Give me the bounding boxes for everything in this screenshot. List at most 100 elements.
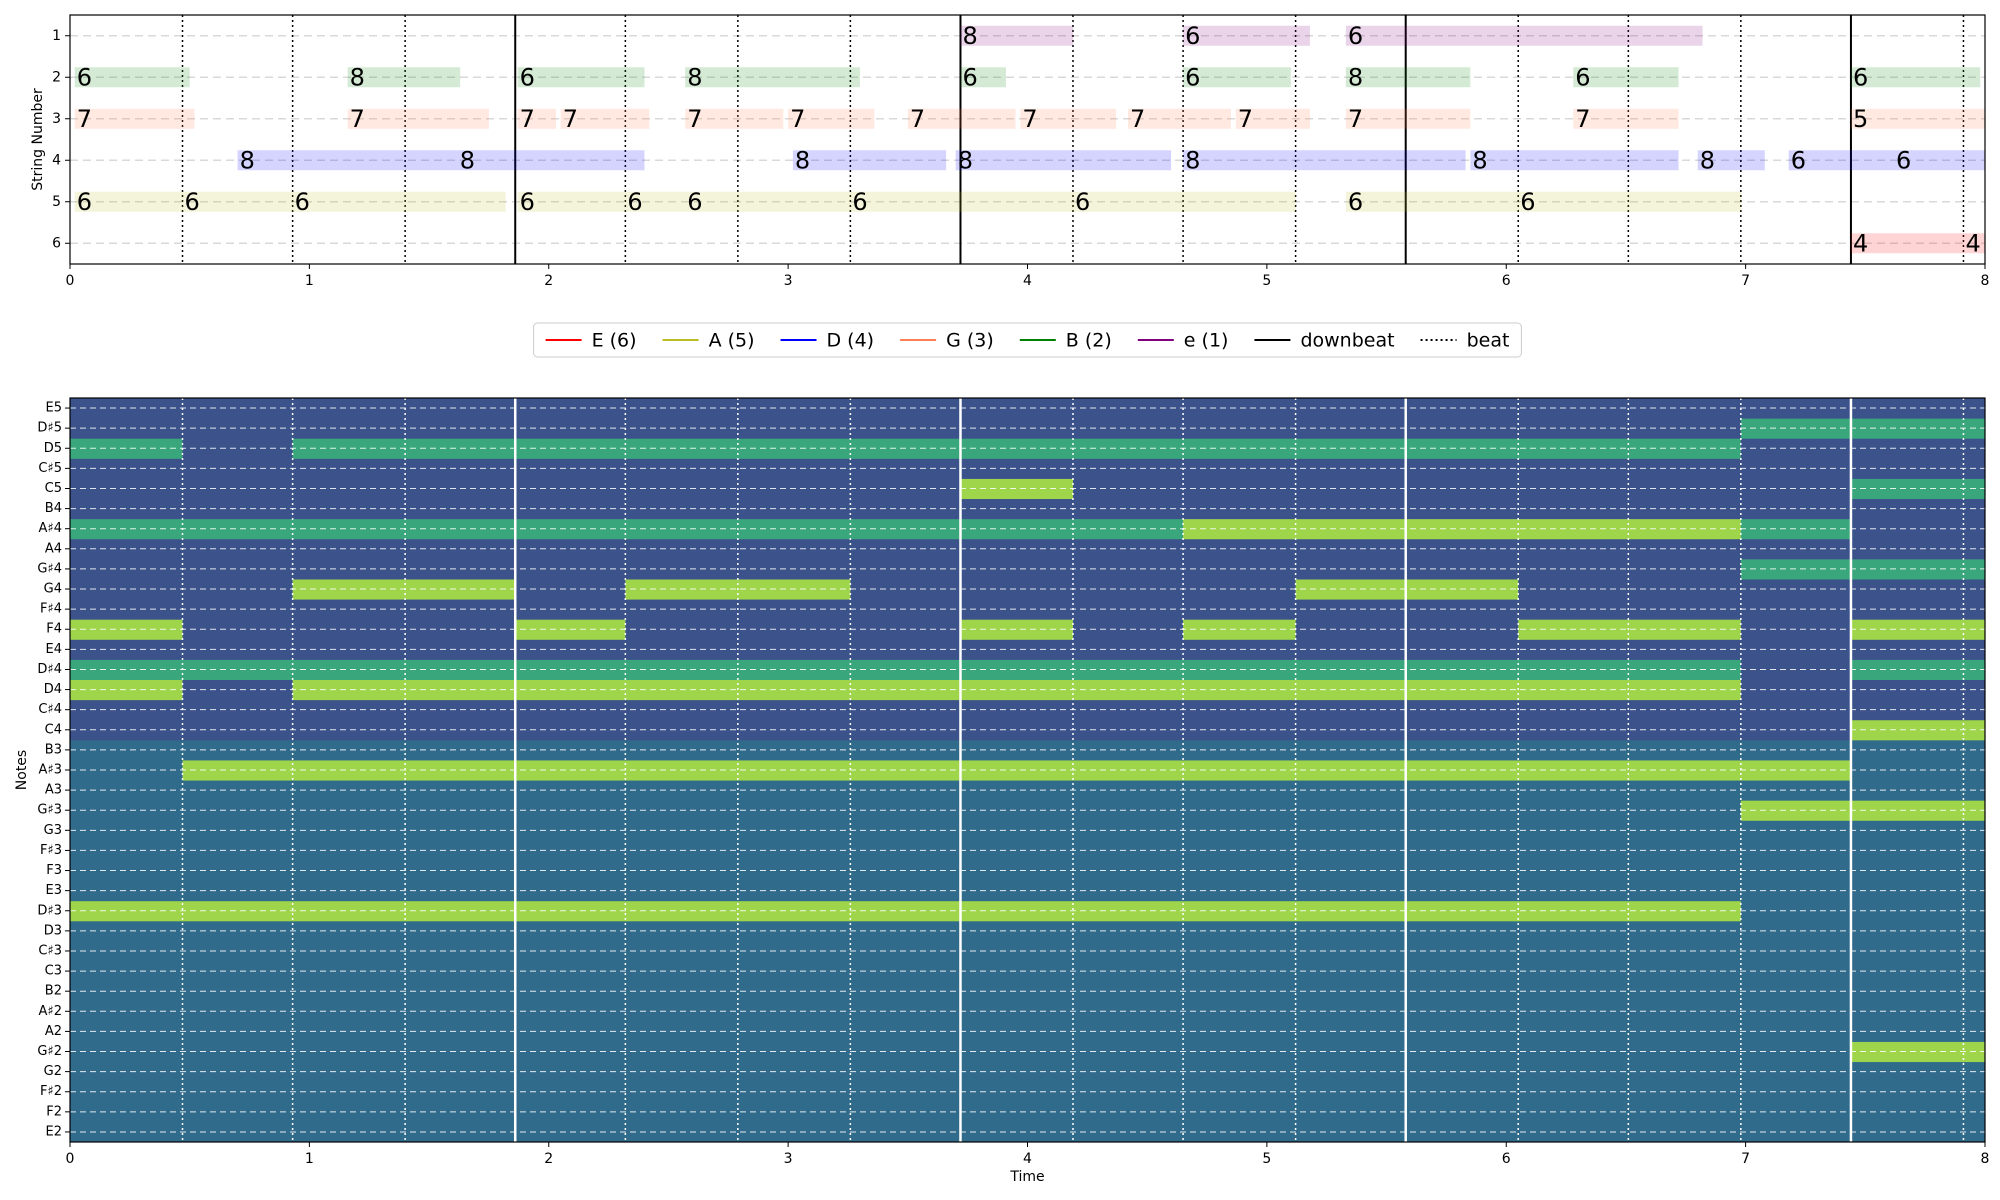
note-bar bbox=[685, 108, 784, 129]
fret-label: 6 bbox=[520, 188, 535, 216]
heat-cell bbox=[960, 940, 1074, 962]
heat-cell bbox=[1740, 418, 1852, 439]
heat-cell bbox=[1850, 1061, 1964, 1083]
heat-cell bbox=[292, 961, 406, 982]
heat-cell bbox=[1740, 1001, 1852, 1022]
heat-cell bbox=[70, 1001, 184, 1022]
x-tick-label: 4 bbox=[1023, 1151, 1032, 1167]
heat-cell bbox=[1072, 900, 1184, 922]
note-bar bbox=[955, 150, 1172, 171]
heat-cell bbox=[292, 820, 406, 841]
heat-cell bbox=[1072, 800, 1184, 821]
heat-cell bbox=[292, 558, 406, 580]
heat-cell bbox=[1740, 961, 1852, 982]
heat-cell bbox=[1183, 1021, 1297, 1042]
note-bar bbox=[1850, 67, 1981, 88]
heat-cell bbox=[960, 981, 1074, 1002]
heat-cell bbox=[182, 619, 294, 640]
heat-cell bbox=[1850, 719, 1964, 741]
heat-cell bbox=[960, 719, 1074, 741]
heat-cell bbox=[1183, 900, 1297, 922]
heat-cell bbox=[1072, 679, 1184, 701]
heat-cell bbox=[1850, 679, 1964, 701]
heat-cell bbox=[292, 1121, 406, 1143]
fret-label: 6 bbox=[1185, 22, 1200, 50]
heat-cell bbox=[292, 880, 406, 902]
heat-cell bbox=[1072, 438, 1184, 459]
heat-cell bbox=[960, 1041, 1074, 1063]
heat-cell bbox=[1740, 558, 1852, 580]
y-tick-label: F4 bbox=[46, 622, 62, 637]
heat-cell bbox=[70, 739, 184, 761]
heat-cell bbox=[70, 940, 184, 962]
heat-cell bbox=[292, 1021, 406, 1042]
heat-cell bbox=[960, 1021, 1074, 1042]
heat-cell bbox=[182, 1001, 294, 1022]
fret-label: 6 bbox=[1185, 63, 1200, 91]
fret-label: 6 bbox=[77, 63, 92, 91]
heat-cell bbox=[1183, 418, 1297, 439]
y-tick-label: B3 bbox=[45, 742, 62, 757]
heat-cell bbox=[1183, 719, 1297, 741]
heat-cell bbox=[182, 498, 294, 520]
heat-cell bbox=[1740, 679, 1852, 701]
heat-cell bbox=[1740, 599, 1852, 620]
heat-cell bbox=[292, 719, 406, 741]
heat-cell bbox=[70, 418, 184, 439]
heat-cell bbox=[1740, 900, 1852, 922]
note-bar bbox=[1345, 25, 1703, 46]
note-bar bbox=[457, 150, 645, 171]
heat-cell bbox=[70, 900, 184, 922]
heat-cell bbox=[182, 880, 294, 902]
fret-label: 8 bbox=[795, 146, 810, 174]
y-tick-label: G♯2 bbox=[37, 1044, 62, 1059]
axes-frame bbox=[69, 397, 1986, 1143]
note-bar bbox=[788, 108, 875, 129]
heat-cell bbox=[70, 639, 184, 660]
fret-label: 8 bbox=[460, 146, 475, 174]
fret-label: 7 bbox=[1022, 105, 1037, 133]
note-bar bbox=[1183, 150, 1466, 171]
note-bar bbox=[560, 108, 650, 129]
heat-cell bbox=[1183, 860, 1297, 882]
heat-cell bbox=[960, 780, 1074, 801]
y-tick-label: E5 bbox=[46, 401, 63, 416]
heat-cell bbox=[70, 880, 184, 902]
note-bar bbox=[347, 108, 489, 129]
y-tick-label: D♯3 bbox=[37, 903, 62, 918]
heat-cell bbox=[70, 920, 184, 942]
heat-cell bbox=[292, 860, 406, 882]
heat-cell bbox=[1072, 639, 1184, 660]
note-bar bbox=[1470, 150, 1679, 171]
y-tick-label: 5 bbox=[52, 194, 61, 210]
note-bar bbox=[1850, 233, 1964, 254]
heat-cell bbox=[70, 578, 184, 600]
fret-label: 6 bbox=[1791, 146, 1806, 174]
heat-cell bbox=[1183, 961, 1297, 982]
heat-cell bbox=[1740, 699, 1852, 721]
heat-cell bbox=[292, 438, 406, 459]
heat-cell bbox=[1850, 961, 1964, 982]
heat-cell bbox=[960, 860, 1074, 882]
heat-cell bbox=[1850, 418, 1964, 439]
y-tick-label: F2 bbox=[46, 1104, 62, 1119]
heat-cell bbox=[1740, 880, 1852, 902]
heat-cell bbox=[1183, 739, 1297, 761]
heat-cell bbox=[182, 1081, 294, 1103]
y-axis-label: String Number bbox=[30, 88, 46, 191]
legend-label: downbeat bbox=[1300, 330, 1394, 352]
heat-cell bbox=[1072, 659, 1184, 681]
x-tick-label: 5 bbox=[1262, 1151, 1271, 1167]
heat-cell bbox=[1072, 538, 1184, 560]
note-bar bbox=[685, 191, 851, 212]
x-tick-label: 8 bbox=[1981, 1151, 1990, 1167]
note-bar bbox=[1020, 108, 1117, 129]
heat-cell bbox=[960, 840, 1074, 861]
heat-cell bbox=[182, 940, 294, 962]
axes-frame bbox=[69, 14, 1986, 265]
heat-cell bbox=[182, 920, 294, 942]
heat-cell bbox=[1740, 498, 1852, 520]
heat-cell bbox=[1072, 558, 1184, 580]
note-bar bbox=[960, 25, 1073, 46]
heat-cell bbox=[1850, 759, 1964, 781]
